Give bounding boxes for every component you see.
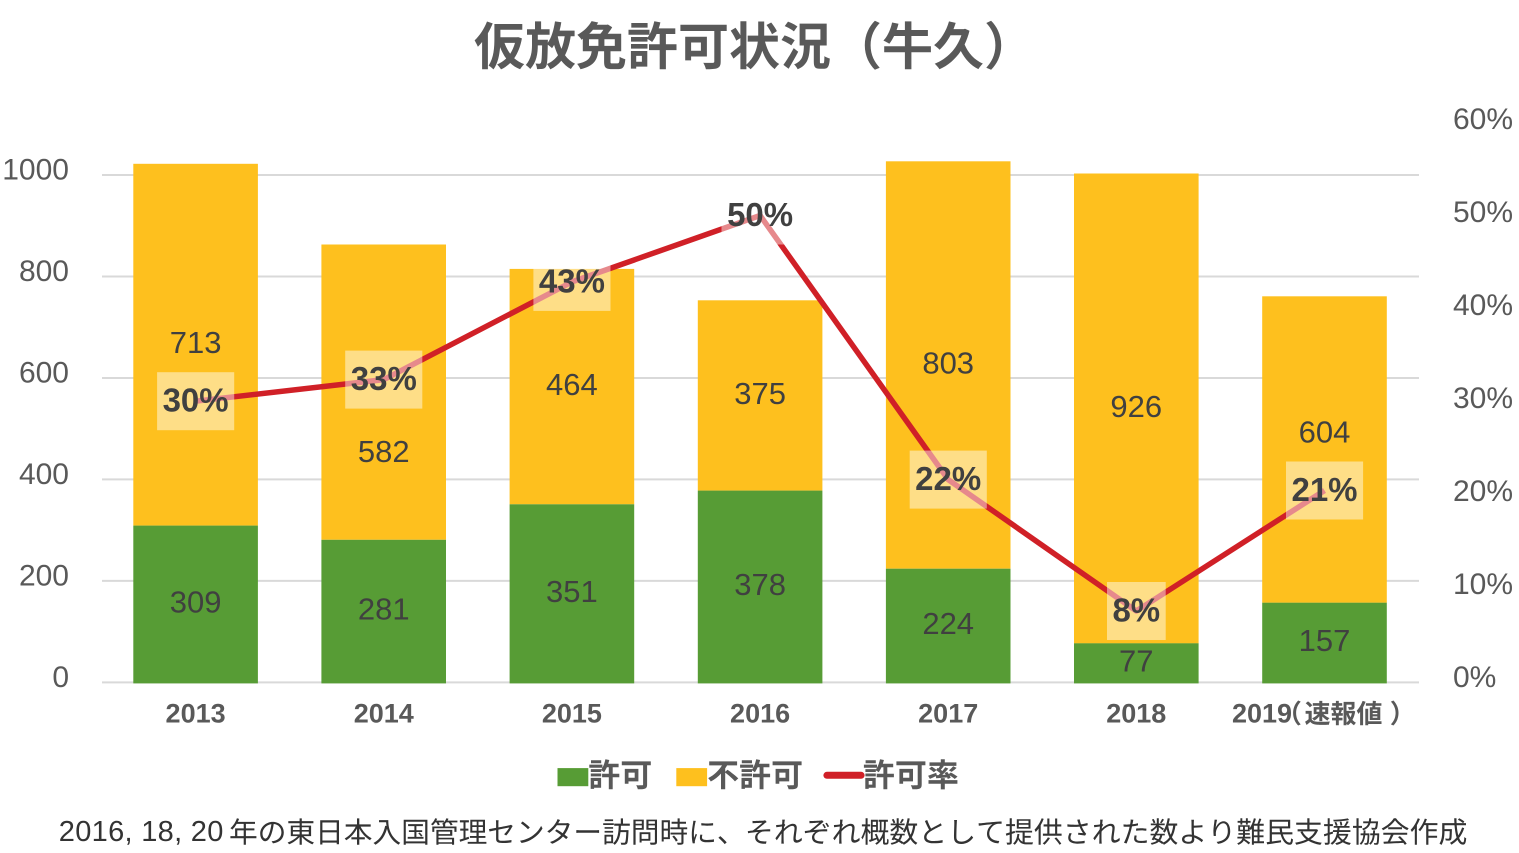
svg-text:2019: 2019	[1232, 699, 1292, 729]
svg-text:8%: 8%	[1112, 592, 1160, 629]
svg-text:803: 803	[922, 346, 974, 381]
svg-text:200: 200	[19, 559, 69, 592]
svg-text:22%: 22%	[915, 460, 981, 497]
svg-text:2015: 2015	[542, 699, 602, 729]
svg-text:10%: 10%	[1453, 568, 1513, 601]
svg-text:375: 375	[734, 376, 786, 411]
svg-text:224: 224	[922, 606, 974, 641]
svg-text:21%: 21%	[1291, 471, 1357, 508]
svg-text:309: 309	[170, 585, 222, 620]
svg-text:2016, 18, 20: 2016, 18, 20	[59, 816, 224, 848]
svg-text:20%: 20%	[1453, 475, 1513, 508]
svg-text:281: 281	[358, 592, 410, 627]
svg-text:77: 77	[1119, 643, 1153, 678]
svg-text:351: 351	[546, 574, 598, 609]
svg-text:50%: 50%	[727, 196, 793, 233]
svg-text:800: 800	[19, 255, 69, 288]
svg-text:33%: 33%	[351, 360, 417, 397]
svg-text:2014: 2014	[354, 699, 414, 729]
svg-text:30%: 30%	[1453, 382, 1513, 415]
svg-text:604: 604	[1299, 415, 1351, 450]
svg-text:464: 464	[546, 367, 598, 402]
svg-text:43%: 43%	[539, 262, 605, 299]
svg-text:60%: 60%	[1453, 103, 1513, 136]
svg-text:40%: 40%	[1453, 289, 1513, 322]
svg-text:50%: 50%	[1453, 196, 1513, 229]
svg-text:157: 157	[1299, 623, 1351, 658]
svg-text:0: 0	[52, 661, 69, 694]
svg-text:2018: 2018	[1106, 699, 1166, 729]
svg-text:582: 582	[358, 434, 410, 469]
svg-text:400: 400	[19, 458, 69, 491]
svg-text:0%: 0%	[1453, 661, 1496, 694]
svg-text:2016: 2016	[730, 699, 790, 729]
svg-text:926: 926	[1110, 389, 1162, 424]
svg-text:30%: 30%	[163, 382, 229, 419]
svg-text:1000: 1000	[2, 154, 69, 187]
svg-text:600: 600	[19, 357, 69, 390]
svg-text:378: 378	[734, 567, 786, 602]
svg-text:2013: 2013	[166, 699, 226, 729]
svg-text:713: 713	[170, 325, 222, 360]
svg-text:2017: 2017	[918, 699, 978, 729]
